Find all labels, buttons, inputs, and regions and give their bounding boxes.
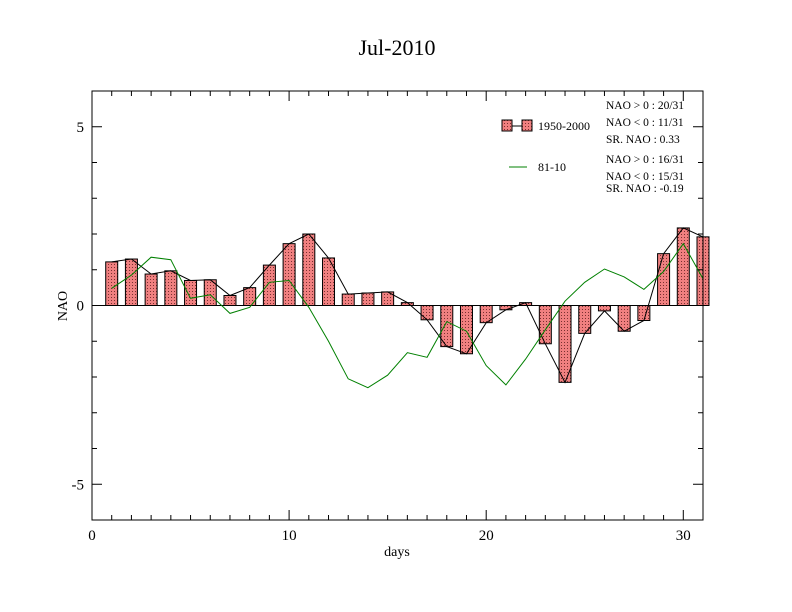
y-axis-label: NAO	[56, 291, 71, 321]
y-tick-label-0: 0	[77, 299, 85, 315]
annotation-sr-nao-1: SR. NAO : 0.33	[606, 134, 680, 146]
x-tick-label-30: 30	[676, 528, 691, 544]
annotation-nao-negative-2: NAO < 0 : 15/31	[606, 171, 684, 183]
bar-day-30	[676, 227, 690, 306]
bar-day-3	[144, 273, 158, 307]
bar-day-9	[262, 264, 276, 307]
bar-day-7	[223, 294, 237, 306]
bar-day-13	[341, 293, 355, 306]
bar-day-14	[361, 292, 375, 306]
y-tick-label--5: -5	[72, 477, 85, 493]
bar-day-11	[302, 233, 316, 306]
bars-group	[92, 227, 710, 383]
series-line-1950-2000	[111, 227, 704, 384]
y-tick-label-5: 5	[77, 120, 85, 136]
bar-day-4	[164, 270, 178, 307]
x-tick-label-0: 0	[88, 528, 96, 544]
annotation-sr-nao-2: SR. NAO : -0.19	[606, 183, 684, 195]
bar-day-1	[105, 261, 119, 307]
bar-day-21	[499, 305, 513, 311]
annotation-block-81-10: NAO > 0 : 16/31 NAO < 0 : 15/31 SR. NAO …	[606, 154, 684, 195]
series-line-81-10	[111, 242, 704, 389]
annotation-nao-negative-1: NAO < 0 : 11/31	[606, 117, 684, 129]
ticks-group: 0 10 20 30 5 0 -5	[72, 90, 704, 544]
legend-swatch-1950-2000-right	[521, 119, 533, 132]
legend-swatch-1950-2000-left	[501, 119, 513, 132]
bar-day-2	[124, 258, 138, 306]
legend-label-1950-2000: 1950-2000	[538, 119, 590, 133]
x-axis-label: days	[384, 545, 410, 560]
chart-title: Jul-2010	[359, 35, 436, 60]
bar-day-23	[538, 305, 552, 345]
legend: 1950-2000 81-10	[501, 119, 590, 174]
x-tick-label-20: 20	[479, 528, 494, 544]
annotation-nao-positive-1: NAO > 0 : 20/31	[606, 100, 684, 112]
bar-day-29	[657, 253, 671, 307]
bar-day-17	[420, 305, 434, 321]
legend-label-81-10: 81-10	[538, 160, 566, 174]
bar-day-10	[282, 243, 296, 306]
annotation-nao-positive-2: NAO > 0 : 16/31	[606, 154, 684, 166]
bar-day-8	[243, 287, 257, 306]
bar-day-5	[184, 279, 198, 307]
bar-day-26	[597, 305, 611, 312]
lines-group	[111, 227, 704, 389]
x-tick-label-10: 10	[282, 528, 297, 544]
annotation-block-1950-2000: NAO > 0 : 20/31 NAO < 0 : 11/31 SR. NAO …	[606, 100, 684, 146]
